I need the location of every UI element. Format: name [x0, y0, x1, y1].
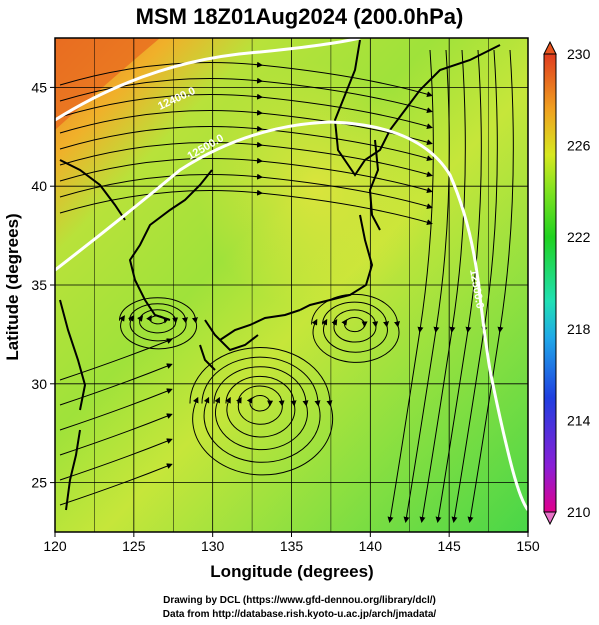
colorbar-max-arrow	[543, 40, 557, 55]
x-tick-label: 125	[122, 538, 146, 554]
height-contours	[55, 38, 528, 511]
colorbar-label: 210	[567, 504, 591, 520]
y-axis-label: Latitude (degrees)	[3, 213, 22, 360]
colorbar-label: 226	[567, 138, 591, 154]
x-axis-label: Longitude (degrees)	[210, 562, 373, 581]
x-tick-label: 135	[280, 538, 304, 554]
y-tick-label: 40	[31, 178, 47, 194]
colorbar-label: 214	[567, 412, 591, 428]
colorbar-min-arrow	[543, 511, 557, 526]
y-tick-label: 30	[31, 376, 47, 392]
colorbar-label: 222	[567, 229, 591, 245]
x-tick-label: 145	[437, 538, 461, 554]
y-tick-label: 45	[31, 79, 47, 95]
colorbar-label: 218	[567, 321, 591, 337]
y-tick-label: 25	[31, 475, 47, 491]
x-tick-label: 140	[359, 538, 383, 554]
y-axis-ticks: 25 30 35 40 45	[31, 79, 55, 491]
y-tick-label: 35	[31, 277, 47, 293]
x-tick-label: 150	[516, 538, 540, 554]
chart-title: MSM 18Z01Aug2024 (200.0hPa)	[135, 4, 464, 29]
drawing-credit: Drawing by DCL (https://www.gfd-dennou.o…	[163, 595, 436, 606]
x-axis-ticks: 120 125 130 135 140 145 150	[43, 532, 540, 554]
colorbar	[543, 40, 557, 526]
coastlines	[59, 39, 501, 511]
colorbar-label: 230	[567, 46, 591, 62]
x-tick-label: 130	[201, 538, 225, 554]
data-credit: Data from http://database.rish.kyoto-u.a…	[162, 609, 437, 620]
x-tick-label: 120	[43, 538, 67, 554]
colorbar-labels: 230 226 222 218 214 210	[567, 46, 591, 520]
